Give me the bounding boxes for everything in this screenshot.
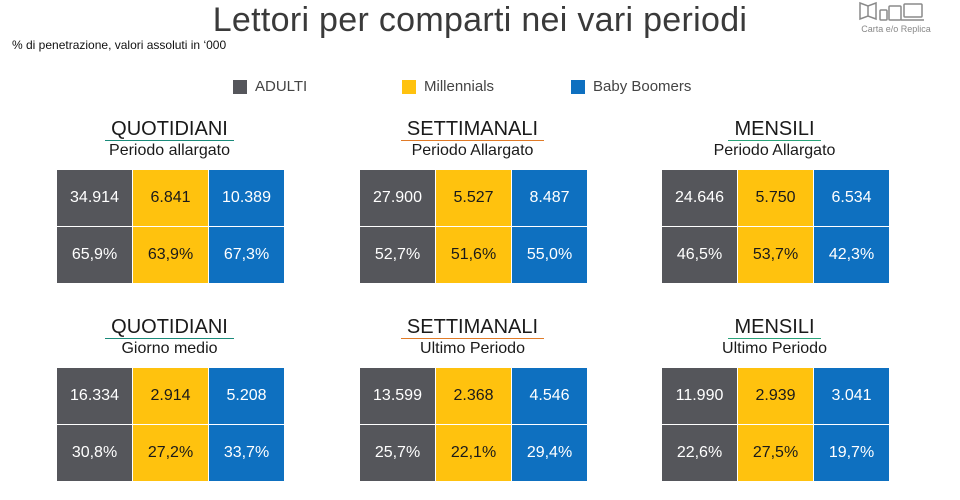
percent-cell-millennials: 63,9% — [133, 227, 208, 283]
panel-quotidiani-top: QUOTIDIANI Periodo allargato 34.914 6.841 10… — [57, 118, 284, 283]
value-cell-adulti: 24.646 — [662, 170, 737, 226]
panel-mensili-bottom: MENSILI Ultimo Periodo 11.990 2.939 3.041 22,… — [662, 316, 889, 481]
value-cell-baby-boomers: 5.208 — [209, 368, 284, 424]
percent-cell-millennials: 27,2% — [133, 425, 208, 481]
percent-cell-adulti: 25,7% — [360, 425, 435, 481]
panel-quotidiani-bottom: QUOTIDIANI Giorno medio 16.334 2.914 5.208 30… — [57, 316, 284, 481]
panel-heading: MENSILI Ultimo Periodo — [662, 316, 887, 358]
percent-cell-baby-boomers: 33,7% — [209, 425, 284, 481]
panel-heading: QUOTIDIANI Periodo allargato — [57, 118, 282, 160]
value-cell-baby-boomers: 4.546 — [512, 368, 587, 424]
panel-subtitle: Ultimo Periodo — [420, 340, 525, 357]
print-digital-icon — [859, 1, 924, 21]
percent-cell-adulti: 30,8% — [57, 425, 132, 481]
page-title: Lettori per comparti nei vari periodi — [212, 1, 748, 39]
value-cell-adulti: 16.334 — [57, 368, 132, 424]
panel-title: QUOTIDIANI — [105, 316, 234, 339]
percent-cell-baby-boomers: 19,7% — [814, 425, 889, 481]
panel-title: SETTIMANALI — [400, 118, 545, 141]
panel-heading: SETTIMANALI Ultimo Periodo — [360, 316, 585, 358]
value-cell-millennials: 6.841 — [133, 170, 208, 226]
percent-cell-adulti: 46,5% — [662, 227, 737, 283]
data-grid: 13.599 2.368 4.546 25,7% 22,1% 29,4% — [360, 368, 587, 481]
value-cell-adulti: 11.990 — [662, 368, 737, 424]
percent-cell-baby-boomers: 67,3% — [209, 227, 284, 283]
data-grid: 24.646 5.750 6.534 46,5% 53,7% 42,3% — [662, 170, 889, 283]
value-cell-baby-boomers: 10.389 — [209, 170, 284, 226]
panel-subtitle: Periodo allargato — [109, 142, 230, 159]
panel-subtitle: Periodo Allargato — [411, 142, 534, 159]
legend-swatch — [402, 79, 416, 94]
panel-subtitle: Periodo Allargato — [713, 142, 836, 159]
legend-label: ADULTI — [255, 78, 308, 95]
percent-cell-millennials: 22,1% — [436, 425, 511, 481]
panel-title: QUOTIDIANI — [105, 118, 234, 141]
value-cell-millennials: 5.527 — [436, 170, 511, 226]
value-cell-adulti: 27.900 — [360, 170, 435, 226]
legend-item-adulti: ADULTI — [233, 78, 307, 95]
legend-label: Millennials — [424, 78, 495, 95]
percent-cell-millennials: 53,7% — [738, 227, 813, 283]
percent-cell-millennials: 51,6% — [436, 227, 511, 283]
panel-subtitle: Ultimo Periodo — [722, 340, 827, 357]
value-cell-millennials: 5.750 — [738, 170, 813, 226]
value-cell-adulti: 13.599 — [360, 368, 435, 424]
percent-cell-adulti: 65,9% — [57, 227, 132, 283]
legend-swatch — [571, 79, 585, 94]
subtitle: % di penetrazione, valori assoluti in ‘0… — [12, 38, 227, 52]
data-grid: 34.914 6.841 10.389 65,9% 63,9% 67,3% — [57, 170, 284, 283]
data-grid: 11.990 2.939 3.041 22,6% 27,5% 19,7% — [662, 368, 889, 481]
legend: ADULTI Millennials Baby Boomers — [0, 78, 960, 98]
panel-subtitle: Giorno medio — [121, 340, 218, 357]
corner-label: Carta e/o Replica — [861, 24, 931, 34]
data-grid: 27.900 5.527 8.487 52,7% 51,6% 55,0% — [360, 170, 587, 283]
value-cell-millennials: 2.914 — [133, 368, 208, 424]
percent-cell-baby-boomers: 42,3% — [814, 227, 889, 283]
panel-heading: SETTIMANALI Periodo Allargato — [360, 118, 585, 160]
value-cell-millennials: 2.939 — [738, 368, 813, 424]
value-cell-baby-boomers: 8.487 — [512, 170, 587, 226]
percent-cell-adulti: 22,6% — [662, 425, 737, 481]
legend-swatch — [233, 79, 247, 94]
panel-title: MENSILI — [728, 118, 821, 141]
panel-heading: MENSILI Periodo Allargato — [662, 118, 887, 160]
percent-cell-baby-boomers: 55,0% — [512, 227, 587, 283]
percent-cell-millennials: 27,5% — [738, 425, 813, 481]
panel-settimanali-top: SETTIMANALI Periodo Allargato 27.900 5.527 8… — [360, 118, 587, 283]
panel-mensili-top: MENSILI Periodo Allargato 24.646 5.750 6.534… — [662, 118, 889, 283]
value-cell-baby-boomers: 3.041 — [814, 368, 889, 424]
value-cell-millennials: 2.368 — [436, 368, 511, 424]
legend-item-millennials: Millennials — [402, 78, 494, 95]
legend-item-baby-boomers: Baby Boomers — [571, 78, 691, 95]
value-cell-adulti: 34.914 — [57, 170, 132, 226]
legend-label: Baby Boomers — [593, 78, 692, 95]
panel-heading: QUOTIDIANI Giorno medio — [57, 316, 282, 358]
panel-title: MENSILI — [728, 316, 821, 339]
percent-cell-adulti: 52,7% — [360, 227, 435, 283]
panel-settimanali-bottom: SETTIMANALI Ultimo Periodo 13.599 2.368 4.54… — [360, 316, 587, 481]
value-cell-baby-boomers: 6.534 — [814, 170, 889, 226]
panel-title: SETTIMANALI — [400, 316, 545, 339]
percent-cell-baby-boomers: 29,4% — [512, 425, 587, 481]
data-grid: 16.334 2.914 5.208 30,8% 27,2% 33,7% — [57, 368, 284, 481]
